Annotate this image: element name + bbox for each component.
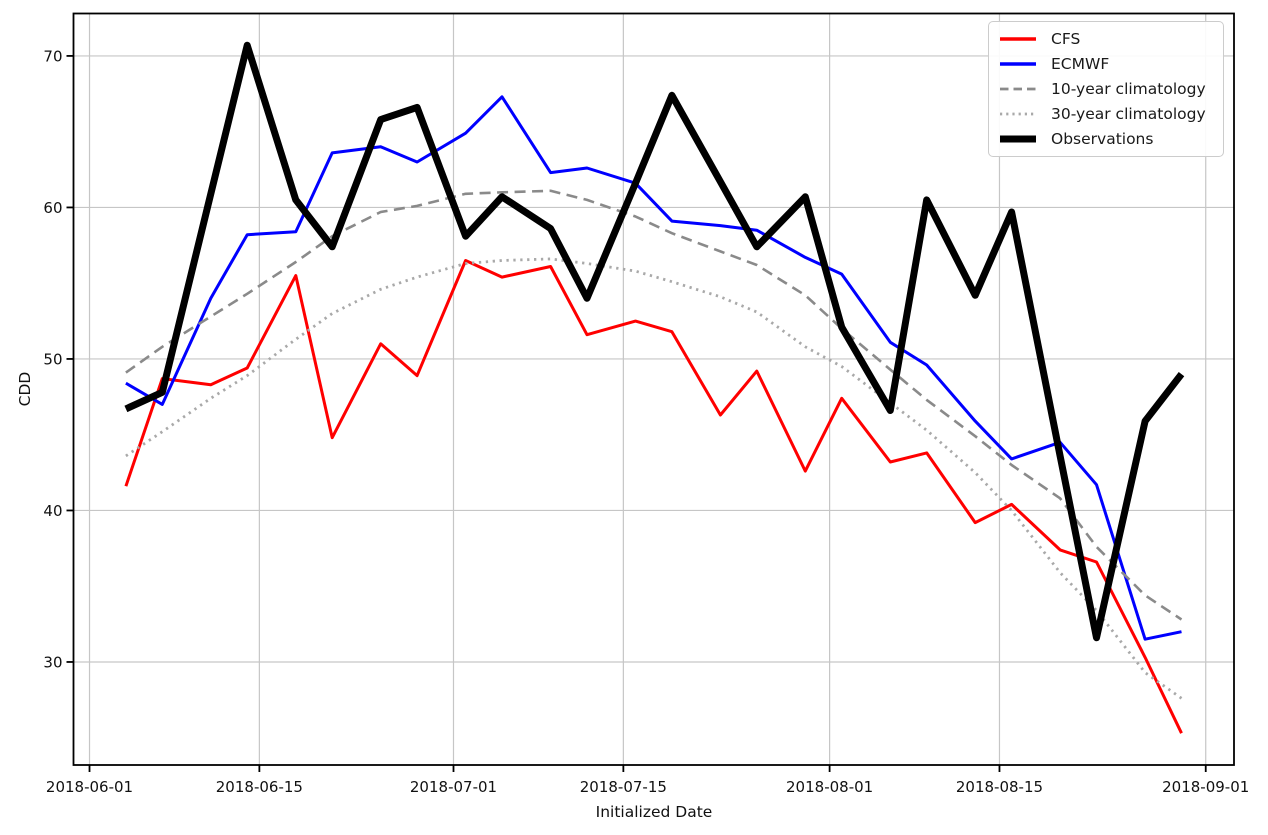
y-axis-label: CDD — [16, 371, 34, 407]
x-tick-label: 2018-09-01 — [1162, 778, 1249, 796]
series-line-cfs — [124, 259, 1183, 734]
legend-label-30-year-climatology: 30-year climatology — [1051, 105, 1206, 124]
x-tick-label: 2018-08-01 — [786, 778, 873, 796]
series-line-10-year-climatology — [125, 189, 1183, 621]
legend: CFS ECMWF 10-year climatology 30-year clima… — [988, 21, 1224, 157]
legend-item-observations: Observations — [998, 127, 1214, 152]
y-tick-label: 60 — [43, 199, 62, 217]
legend-item-ecmwf: ECMWF — [998, 51, 1214, 76]
tick-labels: 2018-06-01 2018-06-15 2018-07-01 2018-07-15… — [43, 47, 1249, 796]
x-tick-label: 2018-08-15 — [956, 778, 1043, 796]
y-tick-label: 70 — [43, 47, 62, 65]
x-tick-label: 2018-06-15 — [216, 778, 303, 796]
legend-swatch-10-year-climatology — [1000, 87, 1036, 91]
legend-item-cfs: CFS — [998, 26, 1214, 51]
legend-item-10-year-climatology: 10-year climatology — [998, 76, 1214, 101]
plot-lines — [124, 41, 1185, 734]
y-tick-label: 30 — [43, 653, 62, 671]
plot-border — [72, 12, 1235, 766]
series-line-ecmwf — [125, 95, 1182, 641]
series-line-observations — [124, 41, 1185, 642]
legend-label-cfs: CFS — [1051, 29, 1081, 48]
x-tick-label: 2018-07-01 — [410, 778, 497, 796]
ticks — [66, 55, 1207, 772]
y-tick-label: 50 — [43, 350, 62, 368]
x-tick-label: 2018-06-01 — [46, 778, 133, 796]
legend-swatch-ecmwf — [1000, 62, 1036, 66]
series-line-30-year-climatology — [125, 257, 1183, 700]
x-axis-label: Initialized Date — [595, 803, 713, 821]
legend-label-observations: Observations — [1051, 130, 1154, 149]
legend-label-10-year-climatology: 10-year climatology — [1051, 80, 1206, 98]
legend-swatch-cfs — [1000, 36, 1036, 41]
legend-swatch-30-year-climatology — [1000, 112, 1036, 116]
legend-swatch-observations — [1000, 135, 1036, 143]
legend-label-ecmwf: ECMWF — [1051, 54, 1110, 73]
y-tick-label: 40 — [43, 502, 62, 520]
legend-item-30-year-climatology: 30-year climatology — [998, 102, 1214, 127]
x-tick-label: 2018-07-15 — [580, 778, 667, 796]
